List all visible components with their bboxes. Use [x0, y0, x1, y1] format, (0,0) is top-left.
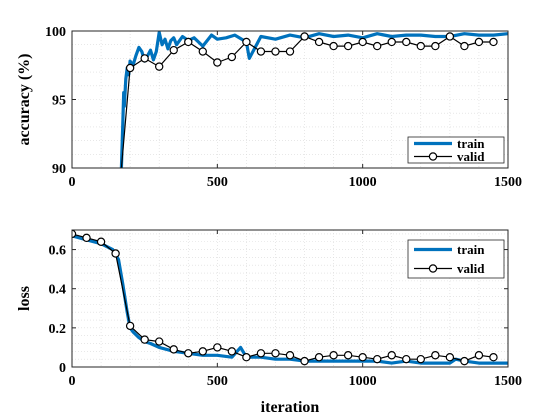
data-point-valid: [198, 47, 207, 56]
data-point-valid: [460, 41, 469, 51]
data-point-valid: [329, 41, 338, 51]
loss-chart-panel: 0 500 1000 1500 0 0.2 0.4 0.6 loss iteration train…: [16, 229, 522, 416]
data-point-valid: [82, 233, 91, 243]
data-point-valid: [416, 41, 425, 51]
data-point-valid: [402, 37, 411, 47]
series-group: [72, 230, 508, 366]
data-point-valid: [140, 54, 149, 63]
data-point-valid: [373, 354, 382, 364]
data-point-valid: [329, 351, 338, 360]
data-point-valid: [154, 337, 164, 346]
data-point-valid: [474, 37, 484, 47]
y-axis-label: accuracy (%): [16, 54, 33, 146]
legend-marker-valid: [428, 152, 438, 161]
data-point-valid: [358, 37, 367, 47]
data-point-valid: [445, 353, 455, 362]
data-point-valid: [213, 343, 222, 352]
x-tick-label: 1500: [494, 374, 522, 389]
data-point-valid: [169, 345, 178, 354]
data-point-valid: [111, 249, 120, 258]
data-point-valid: [285, 351, 295, 360]
data-point-valid: [373, 41, 382, 51]
series-group: [119, 31, 508, 168]
data-point-valid: [227, 52, 237, 62]
data-point-valid: [387, 351, 396, 360]
data-point-valid: [358, 353, 367, 362]
data-point-valid: [154, 62, 164, 71]
data-point-valid: [489, 37, 498, 47]
data-point-valid: [489, 353, 498, 362]
legend-label-valid: valid: [457, 149, 485, 164]
data-point-valid: [300, 32, 309, 41]
data-point-valid: [242, 37, 251, 47]
x-tick-label: 1000: [349, 175, 377, 190]
accuracy-chart-panel: 0 500 1000 1500 90 95 100 accuracy (%) trainvali…: [16, 25, 522, 190]
legend-box: [407, 239, 505, 279]
data-point-valid: [343, 41, 353, 51]
data-point-valid: [271, 47, 280, 56]
x-tick-label: 0: [69, 374, 76, 389]
data-point-valid: [416, 354, 425, 364]
legend-box: [407, 136, 505, 164]
y-tick-label: 90: [52, 162, 66, 177]
data-point-valid: [271, 349, 280, 358]
y-tick-label: 0.6: [49, 244, 67, 259]
data-point-valid: [125, 321, 135, 331]
data-point-valid: [184, 37, 193, 47]
y-axis-label: loss: [16, 286, 33, 311]
y-tick-label: 0: [59, 361, 66, 376]
data-point-valid: [140, 335, 149, 344]
data-point-valid: [198, 347, 207, 356]
legend-label-valid: valid: [457, 261, 485, 276]
y-tick-label: 0.2: [49, 322, 67, 337]
y-tick-label: 95: [52, 94, 66, 109]
data-point-valid: [474, 351, 484, 360]
x-tick-label: 0: [69, 175, 76, 190]
legend: train valid: [407, 239, 505, 279]
data-point-valid: [402, 354, 411, 364]
x-tick-label: 1500: [494, 175, 522, 190]
data-point-valid: [256, 349, 266, 358]
data-point-valid: [184, 349, 193, 358]
data-point-valid: [431, 41, 440, 51]
data-point-valid: [213, 58, 222, 67]
data-point-valid: [300, 356, 309, 366]
x-axis-label: iteration: [261, 399, 320, 416]
axes-box: [71, 229, 509, 368]
data-point-valid: [227, 347, 237, 356]
legend-label-train: train: [457, 242, 485, 257]
x-tick-label: 500: [207, 175, 228, 190]
x-tick-label: 1000: [349, 374, 377, 389]
data-point-valid: [460, 356, 469, 366]
data-point-valid: [314, 37, 324, 47]
y-tick-label: 0.4: [49, 283, 67, 298]
data-point-valid: [256, 47, 266, 56]
data-point-valid: [242, 353, 251, 362]
data-point-valid: [387, 37, 396, 47]
data-point-valid: [314, 353, 324, 362]
data-point-valid: [96, 237, 106, 246]
data-point-valid: [343, 351, 353, 360]
y-tick-label: 100: [45, 25, 66, 40]
data-point-valid: [125, 63, 135, 73]
legend-marker-valid: [428, 264, 438, 273]
data-point-valid: [445, 32, 455, 41]
x-tick-label: 500: [207, 374, 228, 389]
data-point-valid: [169, 45, 178, 55]
data-point-valid: [431, 351, 440, 360]
legend-label-train: train: [457, 136, 485, 151]
data-point-valid: [285, 47, 295, 56]
